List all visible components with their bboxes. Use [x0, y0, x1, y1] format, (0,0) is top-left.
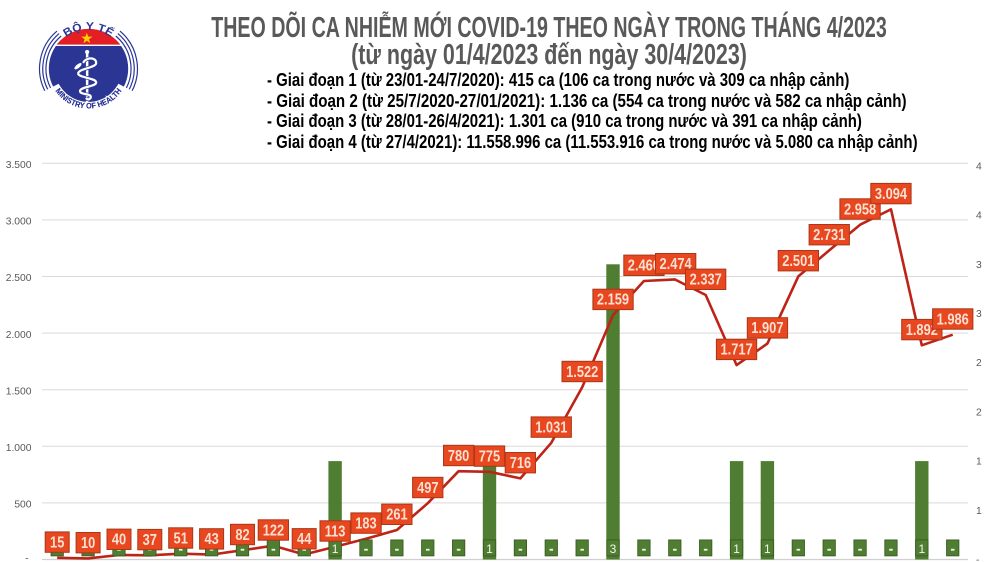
svg-text:15: 15 — [50, 534, 65, 551]
svg-text:2.474: 2.474 — [660, 256, 693, 273]
svg-text:1.892: 1.892 — [906, 322, 938, 339]
svg-text:51: 51 — [174, 530, 189, 547]
svg-text:497: 497 — [417, 480, 438, 497]
svg-text:37: 37 — [143, 532, 157, 549]
svg-text:122: 122 — [263, 522, 284, 539]
svg-text:780: 780 — [448, 448, 469, 465]
svg-text:1: 1 — [486, 542, 493, 556]
svg-text:2: 2 — [976, 407, 982, 418]
svg-text:1: 1 — [976, 506, 982, 517]
svg-text:44: 44 — [297, 531, 312, 548]
svg-text:10: 10 — [81, 535, 95, 552]
svg-text:2.501: 2.501 — [782, 253, 815, 270]
svg-text:2: 2 — [976, 358, 982, 369]
svg-text:2.731: 2.731 — [813, 227, 846, 244]
svg-text:BỘ Y TẾ: BỘ Y TẾ — [61, 20, 116, 39]
svg-text:1.031: 1.031 — [535, 419, 568, 436]
svg-text:1.907: 1.907 — [751, 320, 783, 337]
svg-text:1.522: 1.522 — [566, 364, 598, 381]
svg-text:-: - — [976, 555, 979, 562]
svg-text:3: 3 — [610, 542, 617, 556]
svg-text:716: 716 — [510, 455, 531, 472]
svg-text:3.000: 3.000 — [6, 217, 32, 228]
svg-text:1: 1 — [976, 457, 982, 468]
svg-text:2.337: 2.337 — [690, 272, 722, 289]
svg-text:500: 500 — [14, 500, 31, 511]
svg-text:1.500: 1.500 — [6, 386, 32, 397]
svg-text:1: 1 — [764, 542, 771, 556]
svg-text:261: 261 — [386, 507, 408, 524]
svg-text:2.000: 2.000 — [6, 330, 32, 341]
svg-text:1: 1 — [332, 542, 339, 556]
svg-text:3: 3 — [976, 309, 982, 320]
svg-text:2.159: 2.159 — [597, 292, 629, 309]
svg-text:43: 43 — [204, 531, 218, 548]
svg-text:1.000: 1.000 — [6, 443, 32, 454]
svg-text:3.500: 3.500 — [6, 160, 32, 171]
svg-text:2.958: 2.958 — [844, 201, 877, 218]
svg-text:775: 775 — [479, 448, 501, 465]
svg-text:3.094: 3.094 — [875, 186, 908, 203]
svg-text:40: 40 — [112, 532, 126, 549]
svg-text:2.500: 2.500 — [6, 273, 32, 284]
svg-text:3: 3 — [976, 260, 982, 271]
svg-text:4: 4 — [976, 161, 982, 172]
svg-text:183: 183 — [355, 515, 376, 532]
svg-text:4: 4 — [976, 211, 982, 222]
svg-text:-: - — [25, 554, 28, 562]
svg-text:1.717: 1.717 — [721, 342, 753, 359]
svg-text:2.460: 2.460 — [628, 258, 660, 275]
svg-text:82: 82 — [235, 527, 249, 544]
svg-text:1: 1 — [733, 542, 740, 556]
svg-text:1: 1 — [918, 542, 925, 556]
svg-text:1.986: 1.986 — [937, 311, 969, 328]
svg-text:113: 113 — [325, 523, 346, 540]
